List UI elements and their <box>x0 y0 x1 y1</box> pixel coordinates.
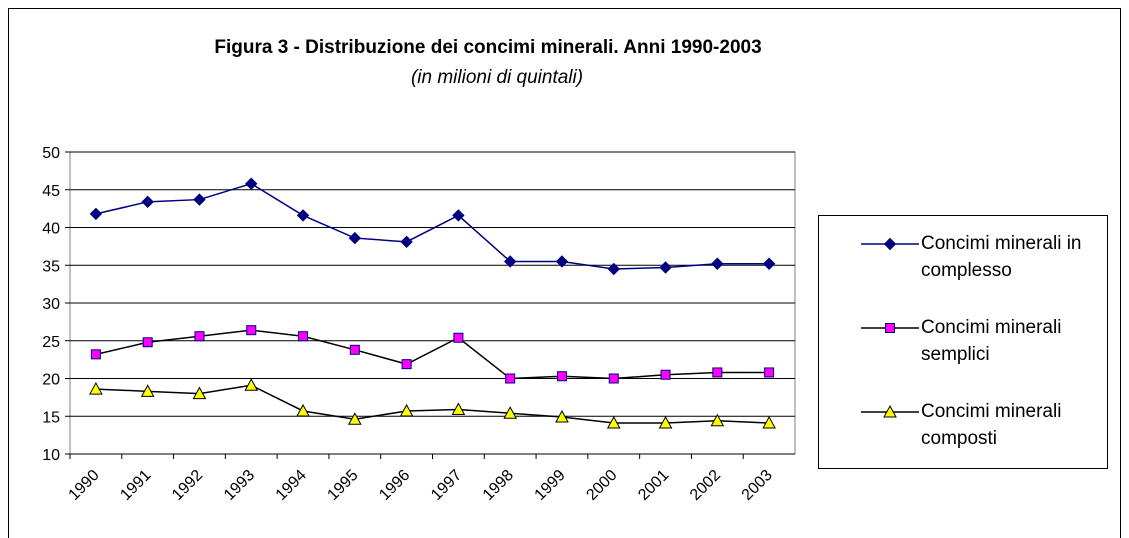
data-point <box>246 325 257 336</box>
legend-marker <box>885 323 895 333</box>
data-point <box>193 193 206 206</box>
x-tick-label: 1990 <box>66 467 103 504</box>
data-point <box>399 403 414 417</box>
data-point <box>505 373 516 384</box>
data-point <box>658 416 673 429</box>
series-line <box>95 329 770 380</box>
y-tick-label: 30 <box>42 296 60 313</box>
legend-marker <box>883 404 897 418</box>
data-point <box>296 403 310 417</box>
y-tick-label: 15 <box>42 409 60 426</box>
data-point <box>349 344 360 355</box>
data-point <box>296 209 310 222</box>
legend-label: Concimi minerali semplici <box>921 317 1062 365</box>
y-tick-label: 20 <box>42 372 60 389</box>
data-point <box>607 262 620 276</box>
data-point <box>400 235 413 249</box>
data-point <box>503 255 517 268</box>
chart-subtitle: (in milioni di quintali) <box>411 67 583 88</box>
data-point <box>141 195 154 209</box>
data-point <box>348 231 362 245</box>
x-tick-label: 1991 <box>117 467 154 504</box>
legend: Concimi minerali in complesso Concimi min… <box>818 215 1108 469</box>
data-point <box>244 378 259 391</box>
y-tick-label: 50 <box>42 145 60 162</box>
legend-label: Concimi minerali in complesso <box>921 233 1082 281</box>
chart-title: Figura 3 - Distribuzione dei concimi min… <box>214 37 761 58</box>
y-tick-label: 45 <box>42 183 60 200</box>
data-point <box>712 367 723 378</box>
data-point <box>660 369 671 380</box>
legend-symbols <box>861 237 919 418</box>
data-point <box>762 416 776 429</box>
data-point <box>89 382 103 395</box>
y-tick-label: 10 <box>42 447 60 464</box>
data-point <box>608 373 619 384</box>
x-tick-label: 1996 <box>376 467 413 504</box>
series-line <box>95 384 770 424</box>
y-tick-label: 40 <box>42 221 60 238</box>
data-point <box>347 412 362 425</box>
x-tick-label: 2002 <box>687 467 724 504</box>
data-point <box>298 331 309 342</box>
x-tick-label: 1993 <box>221 467 258 504</box>
data-point <box>710 413 725 427</box>
x-tick-label: 1998 <box>480 467 517 504</box>
data-point <box>452 209 465 222</box>
x-tick-label: 1994 <box>273 467 310 504</box>
data-point <box>503 406 518 419</box>
data-point <box>556 371 567 382</box>
x-tick-label: 1997 <box>428 467 465 504</box>
legend-label: Concimi minerali composti <box>921 401 1062 449</box>
data-point <box>140 384 155 397</box>
legend-marker <box>883 237 897 251</box>
x-tick-label: 1995 <box>324 467 361 504</box>
y-tick-label: 25 <box>42 334 60 351</box>
x-tick-label: 2003 <box>739 467 776 504</box>
data-point <box>192 386 207 400</box>
data-point <box>764 367 775 378</box>
data-point <box>659 261 672 274</box>
data-point <box>142 337 153 348</box>
data-point <box>245 177 258 190</box>
data-point <box>90 349 101 360</box>
data-point <box>711 257 724 270</box>
data-point <box>453 332 464 343</box>
x-tick-label: 1992 <box>169 467 206 504</box>
data-point <box>451 402 466 415</box>
x-tick-label: 2001 <box>635 467 672 504</box>
chart-border <box>8 8 1121 538</box>
data-point <box>606 416 621 429</box>
data-point <box>401 359 412 370</box>
data-point <box>194 331 205 342</box>
y-tick-label: 35 <box>42 258 60 275</box>
x-tick-label: 2000 <box>583 467 620 504</box>
data-point <box>555 409 569 423</box>
data-point <box>762 257 776 270</box>
x-tick-label: 1999 <box>532 467 569 504</box>
data-point <box>89 207 103 221</box>
data-point <box>555 255 569 268</box>
series-line <box>95 182 770 270</box>
